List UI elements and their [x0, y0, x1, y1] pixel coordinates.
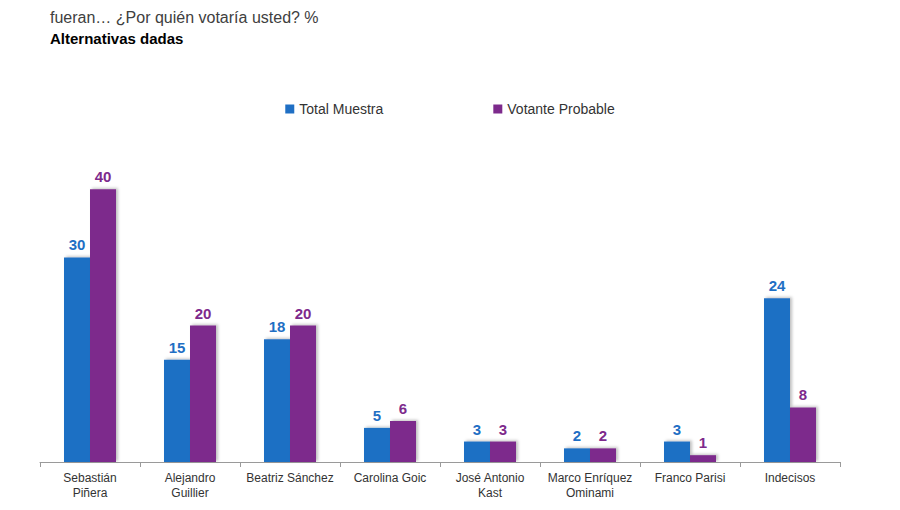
svg-text:Beatriz Sánchez: Beatriz Sánchez: [246, 471, 333, 485]
svg-text:Marco Enríquez: Marco Enríquez: [548, 471, 633, 485]
svg-text:3: 3: [673, 421, 681, 438]
svg-text:3: 3: [473, 421, 481, 438]
svg-text:30: 30: [69, 236, 86, 253]
svg-text:15: 15: [169, 339, 186, 356]
svg-text:Guillier: Guillier: [171, 486, 208, 500]
svg-text:5: 5: [373, 407, 381, 424]
svg-text:6: 6: [399, 400, 407, 417]
svg-text:1: 1: [699, 434, 707, 451]
svg-text:Carolina Goic: Carolina Goic: [354, 471, 427, 485]
svg-text:2: 2: [599, 427, 607, 444]
svg-text:18: 18: [269, 318, 286, 335]
svg-text:Ominami: Ominami: [566, 486, 614, 500]
svg-text:José Antonio: José Antonio: [456, 471, 525, 485]
svg-text:Alejandro: Alejandro: [165, 471, 216, 485]
svg-text:Kast: Kast: [478, 486, 503, 500]
svg-text:Total Muestra: Total Muestra: [299, 101, 383, 117]
svg-text:2: 2: [573, 427, 581, 444]
svg-text:20: 20: [295, 305, 312, 322]
svg-text:Sebastián: Sebastián: [63, 471, 116, 485]
svg-text:8: 8: [799, 386, 807, 403]
svg-text:Indecisos: Indecisos: [765, 471, 816, 485]
svg-text:40: 40: [95, 168, 112, 185]
svg-text:Votante Probable: Votante Probable: [507, 101, 615, 117]
svg-text:20: 20: [195, 305, 212, 322]
svg-text:Franco Parisi: Franco Parisi: [655, 471, 726, 485]
svg-text:3: 3: [499, 421, 507, 438]
svg-text:Piñera: Piñera: [73, 486, 108, 500]
svg-text:Alternativas dadas: Alternativas dadas: [50, 30, 183, 47]
svg-text:24: 24: [769, 277, 786, 294]
svg-text:fueran… ¿Por quién votaría ust: fueran… ¿Por quién votaría usted? %: [50, 9, 319, 26]
